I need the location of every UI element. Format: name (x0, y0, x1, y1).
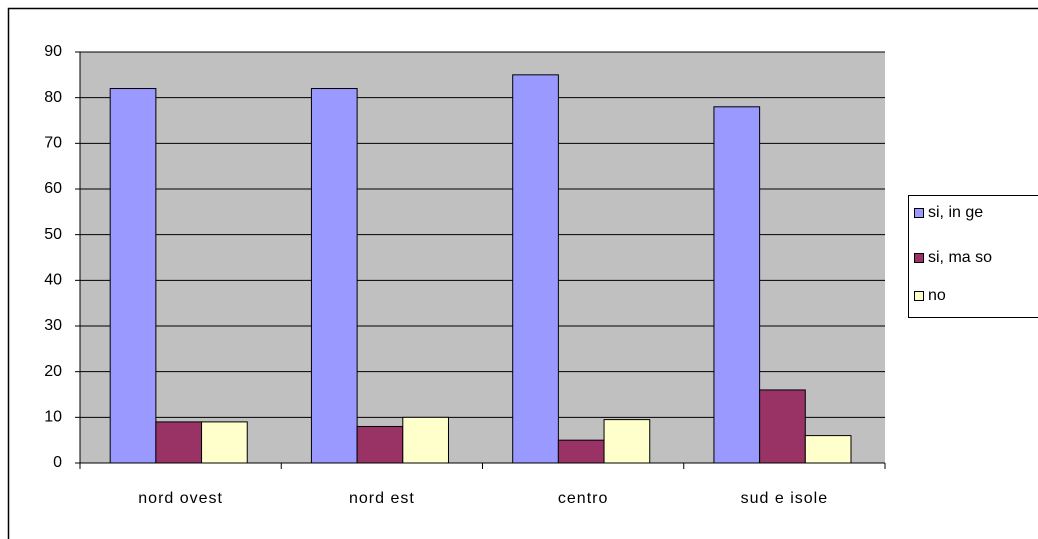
y-tick-label: 70 (44, 135, 62, 152)
y-tick-label: 0 (53, 454, 62, 471)
bar (804, 435, 852, 464)
y-tick-label: 60 (44, 180, 62, 197)
x-tick-label: centro (558, 490, 608, 507)
bar (310, 88, 358, 464)
bar (713, 106, 761, 464)
y-tick-label: 50 (44, 226, 62, 243)
legend-swatch (914, 208, 924, 218)
legend-label: si, in ge (928, 204, 983, 221)
bar (603, 419, 651, 464)
bar (109, 88, 157, 464)
bar (356, 425, 404, 464)
x-tick-label: nord est (349, 490, 415, 507)
bar (557, 439, 605, 464)
y-tick-label: 30 (44, 317, 62, 334)
legend-label: si, ma so (928, 249, 992, 266)
y-tick-label: 10 (44, 409, 62, 426)
x-tick-label: nord ovest (138, 490, 223, 507)
y-tick-label: 90 (44, 43, 62, 60)
legend (908, 195, 1038, 318)
legend-swatch (914, 291, 924, 301)
x-tick-label: sud e isole (741, 490, 829, 507)
y-tick-label: 20 (44, 363, 62, 380)
bar (512, 74, 559, 464)
bar (155, 421, 203, 464)
bar (759, 389, 806, 464)
bar (201, 421, 248, 464)
y-tick-label: 80 (44, 89, 62, 106)
legend-swatch (914, 253, 924, 263)
legend-label: no (928, 287, 946, 304)
y-tick-label: 40 (44, 272, 62, 289)
bar (402, 416, 449, 464)
